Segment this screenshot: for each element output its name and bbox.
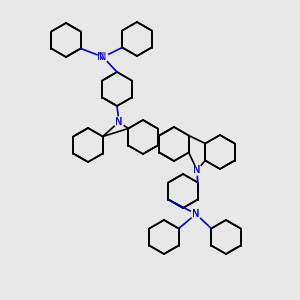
Text: N: N bbox=[193, 165, 201, 175]
Circle shape bbox=[191, 209, 201, 219]
Circle shape bbox=[114, 117, 124, 127]
Circle shape bbox=[98, 52, 108, 62]
Text: N: N bbox=[115, 117, 123, 127]
Circle shape bbox=[192, 165, 202, 175]
Text: N: N bbox=[115, 117, 123, 127]
Text: N: N bbox=[97, 52, 105, 62]
Text: N: N bbox=[99, 52, 107, 62]
Text: N: N bbox=[192, 209, 200, 219]
Text: N: N bbox=[193, 165, 201, 175]
Text: N: N bbox=[192, 209, 200, 219]
